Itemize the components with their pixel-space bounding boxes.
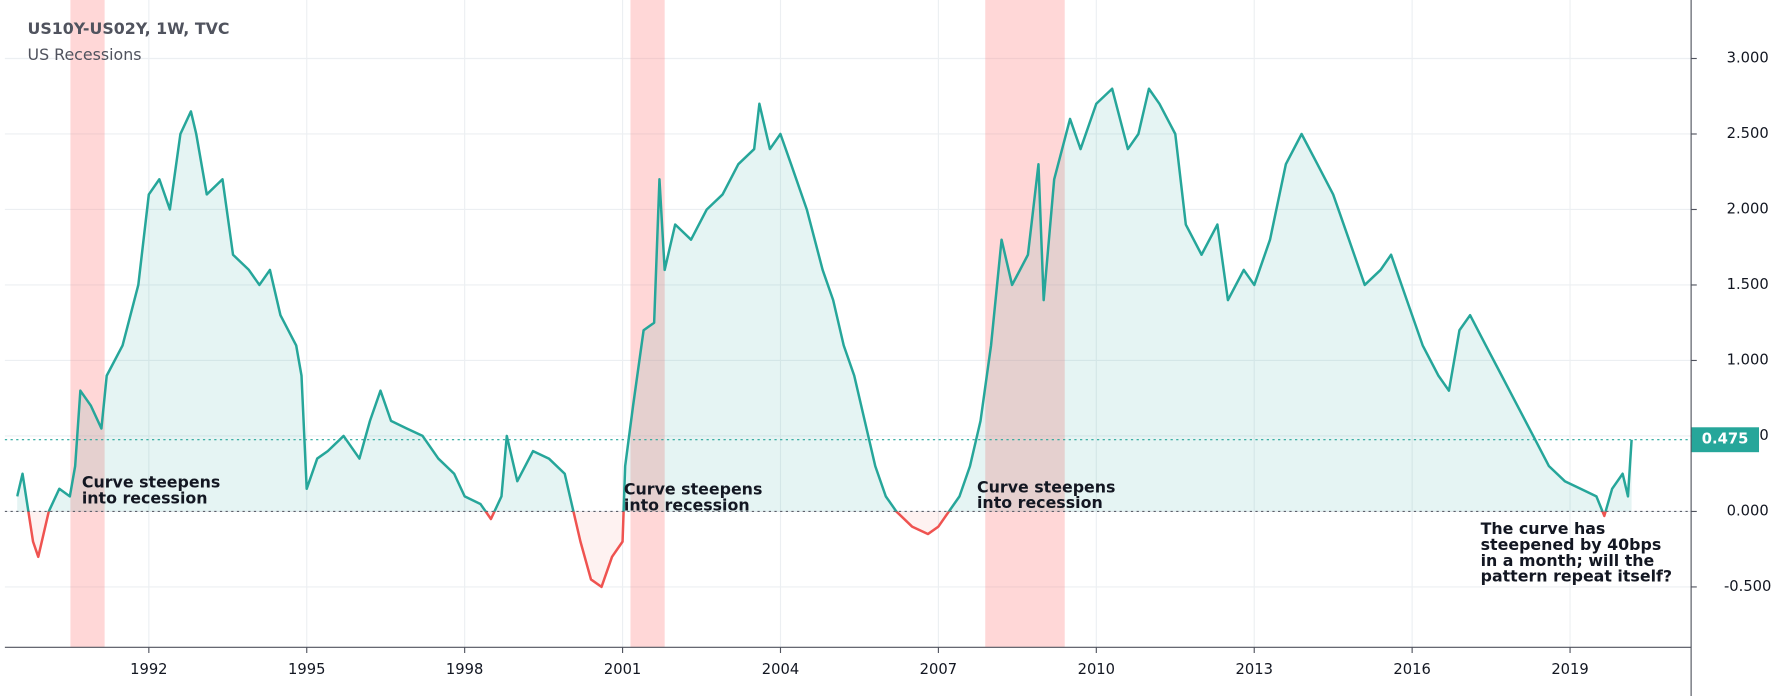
x-tick-label: 2001 [604,661,641,678]
annotation: into recession [82,489,208,508]
recession-band [630,0,665,648]
annotation: The curve has [1481,519,1606,538]
y-tick-label: 0.000 [1727,502,1769,519]
y-tick-label: 1.500 [1727,276,1769,293]
y-tick-label: 2.000 [1727,200,1769,217]
recession-band [985,0,1065,648]
x-tick-label: 1998 [446,661,483,678]
x-tick-label: 2007 [920,661,957,678]
area-positive [17,88,1632,512]
chart-title: US10Y-US02Y, 1W, TVC [28,19,230,38]
recession-band [70,0,105,648]
x-tick-label: 1992 [130,661,167,678]
annotation: Curve steepens [977,477,1115,496]
annotation: into recession [624,495,750,514]
y-tick-label: -0.500 [1724,578,1771,595]
x-tick-label: 2004 [762,661,799,678]
annotation: in a month; will the [1481,551,1655,570]
line-positive [16,87,1633,512]
y-tick-label: 2.500 [1727,125,1769,142]
x-tick-label: 2016 [1393,661,1430,678]
x-tick-label: 2010 [1078,661,1115,678]
x-tick-label: 1995 [288,661,325,678]
y-tick-label: 1.000 [1727,351,1769,368]
recessions [70,0,1065,648]
last-value-box [1691,427,1760,453]
last-value-label: 0.475 [1702,431,1749,448]
y-tick-label: 3.000 [1727,50,1769,67]
plot [16,87,1633,589]
annotation: into recession [977,493,1103,512]
x-tick-label: 2019 [1551,661,1588,678]
legend-entry: US Recessions [28,45,142,64]
annotation: Curve steepens [624,480,762,499]
x-tick-label: 2013 [1236,661,1273,678]
annotation: pattern repeat itself? [1481,567,1672,586]
annotation: Curve steepens [82,473,220,492]
annotation: steepened by 40bps [1481,535,1662,554]
